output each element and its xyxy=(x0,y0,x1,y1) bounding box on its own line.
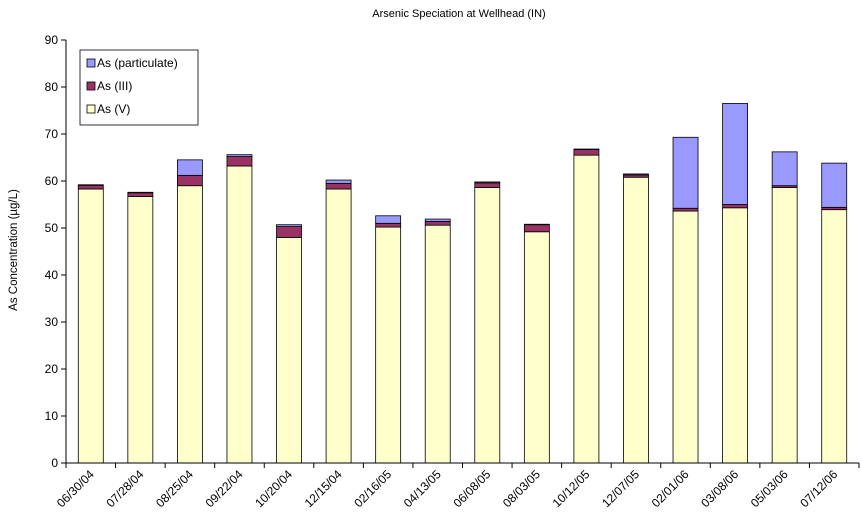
bar-segment-as-iii xyxy=(276,226,302,238)
bar-segment-as-iii xyxy=(127,192,154,197)
x-tick-label: 02/01/06 xyxy=(649,467,692,510)
bar-segment-as-particulate xyxy=(424,218,451,222)
y-tick-label: 0 xyxy=(51,456,58,470)
bar-segment-as-iii xyxy=(375,222,402,228)
y-tick-label: 30 xyxy=(45,315,59,329)
y-tick-label: 40 xyxy=(45,268,59,282)
x-tick-label: 08/25/04 xyxy=(153,467,196,510)
y-tick-label: 10 xyxy=(45,409,59,423)
bar-segment-as-v xyxy=(523,231,550,464)
bar-segment-as-particulate xyxy=(672,136,699,209)
legend: As (particulate) As (III) As (V) xyxy=(79,49,199,126)
bar-segment-as-v xyxy=(771,187,798,464)
bar-segment-as-particulate xyxy=(77,184,104,186)
y-tick-label: 90 xyxy=(45,33,59,47)
x-tick-label: 06/08/05 xyxy=(450,467,493,510)
y-tick-label: 80 xyxy=(45,80,59,94)
bar-segment-as-particulate xyxy=(177,159,203,176)
legend-swatch xyxy=(86,104,96,114)
bar-segment-as-particulate xyxy=(226,154,253,157)
bar-segment-as-iii xyxy=(722,204,748,209)
bar-segment-as-v xyxy=(821,209,848,464)
bar-segment-as-particulate xyxy=(127,191,154,194)
bar-segment-as-v xyxy=(226,165,253,464)
x-tick-label: 12/15/04 xyxy=(302,467,345,510)
bar-segment-as-particulate xyxy=(325,179,352,184)
bar-segment-as-v xyxy=(424,224,451,464)
bar-segment-as-v xyxy=(77,188,104,464)
legend-label: As (particulate) xyxy=(97,56,178,70)
x-tick-label: 05/03/06 xyxy=(748,467,791,510)
bar-segment-as-v xyxy=(722,207,748,464)
bar-segment-as-particulate xyxy=(722,103,748,205)
y-tick-label: 60 xyxy=(45,174,59,188)
x-tick-label: 04/13/05 xyxy=(401,467,444,510)
y-axis-label: As Concentration (µg/L) xyxy=(8,189,20,311)
legend-label: As (III) xyxy=(97,79,132,93)
x-axis-ticks: 06/30/04 07/28/04 08/25/04 09/22/04 10/20/04… xyxy=(54,463,860,510)
bar-segment-as-iii xyxy=(573,149,600,156)
bar-segment-as-particulate xyxy=(821,162,848,208)
legend-label: As (V) xyxy=(97,102,130,116)
bar-segment-as-v xyxy=(177,185,203,464)
x-tick-label: 09/22/04 xyxy=(203,467,246,510)
bar-segment-as-particulate xyxy=(623,173,649,176)
bar-segment-as-v xyxy=(573,154,600,464)
y-tick-label: 20 xyxy=(45,362,59,376)
bar-segment-as-iii xyxy=(672,207,699,212)
x-tick-label: 02/16/05 xyxy=(351,467,394,510)
bar-segment-as-particulate xyxy=(375,215,402,224)
bar-segment-as-iii xyxy=(523,224,550,233)
x-tick-label: 07/12/06 xyxy=(797,467,840,510)
bar-segment-as-particulate xyxy=(573,148,600,150)
x-tick-label: 08/03/05 xyxy=(500,467,543,510)
bar-segment-as-v xyxy=(276,236,302,464)
x-tick-label: 06/30/04 xyxy=(54,467,97,510)
x-tick-label: 12/07/05 xyxy=(599,467,642,510)
bar-segment-as-v xyxy=(127,196,154,464)
bar-segment-as-particulate xyxy=(474,181,501,184)
bars-group xyxy=(77,103,848,464)
bar-segment-as-iii xyxy=(177,174,203,187)
y-tick-label: 70 xyxy=(45,127,59,141)
x-tick-label: 10/20/04 xyxy=(252,467,295,510)
bar-segment-as-particulate xyxy=(523,223,550,226)
bar-segment-as-v xyxy=(672,210,699,464)
bar-segment-as-iii xyxy=(474,182,501,188)
y-tick-label: 50 xyxy=(45,221,59,235)
x-tick-label: 07/28/04 xyxy=(104,467,147,510)
bar-segment-as-v xyxy=(375,226,402,464)
bar-segment-as-v xyxy=(623,176,649,464)
bar-segment-as-particulate xyxy=(276,224,302,227)
x-tick-label: 03/08/06 xyxy=(698,467,741,510)
bar-segment-as-iii xyxy=(226,156,253,167)
bar-segment-as-v xyxy=(325,188,352,464)
y-axis-ticks: 0 10 20 30 40 50 60 70 80 90 xyxy=(45,33,66,470)
chart-title: Arsenic Speciation at Wellhead (IN) xyxy=(372,8,545,20)
bar-segment-as-particulate xyxy=(771,151,798,187)
legend-swatch xyxy=(86,81,96,91)
bar-segment-as-v xyxy=(474,187,501,464)
legend-swatch xyxy=(86,58,96,68)
bar-segment-as-iii xyxy=(424,221,451,226)
bar-segment-as-iii xyxy=(77,184,104,190)
bar-segment-as-iii xyxy=(325,182,352,190)
x-tick-label: 10/12/05 xyxy=(550,467,593,510)
legend-box xyxy=(79,49,199,126)
